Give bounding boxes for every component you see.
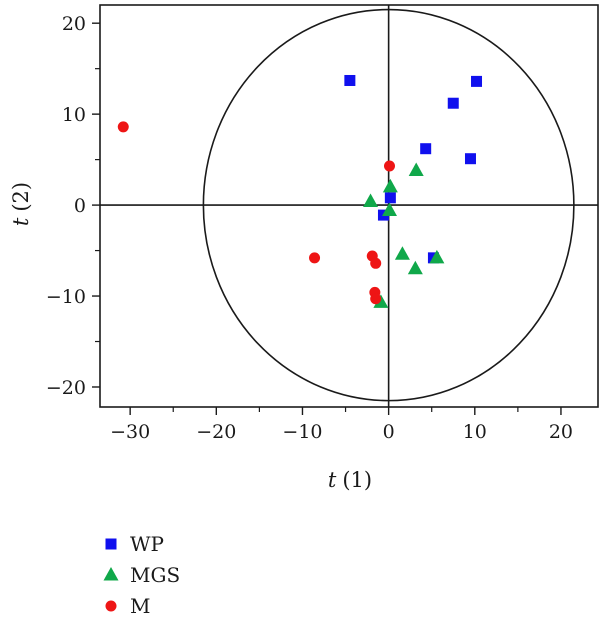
data-point-mgs xyxy=(382,178,398,193)
legend-marker-m xyxy=(105,600,117,612)
y-axis-label-var: t xyxy=(9,217,33,226)
data-point-mgs xyxy=(429,249,445,264)
plot-area xyxy=(100,5,598,407)
data-point-m xyxy=(309,252,321,264)
data-point-mgs xyxy=(381,202,397,217)
data-point-mgs xyxy=(394,246,410,260)
data-point-wp xyxy=(471,75,483,87)
data-markers xyxy=(117,74,483,308)
x-tick-label: 20 xyxy=(549,421,573,443)
y-axis-label-idx: (2) xyxy=(9,182,33,212)
plot-frame xyxy=(99,4,599,408)
legend-marker-wp xyxy=(105,538,117,550)
x-tick-label: −20 xyxy=(196,421,236,443)
legend-item-wp: WP xyxy=(105,532,164,556)
legend-item-m: M xyxy=(105,594,150,618)
legend-label-mgs: MGS xyxy=(130,563,180,587)
legend-item-mgs: MGS xyxy=(103,563,180,587)
y-tick-label: 0 xyxy=(74,195,86,217)
data-point-mgs xyxy=(363,193,379,207)
y-tick-label: 10 xyxy=(62,104,86,126)
data-point-wp xyxy=(420,143,432,155)
x-axis-label-var: t xyxy=(328,468,337,492)
axes: −30 −20 −10 0 10 20 −20 −10 0 10 20 xyxy=(46,4,599,443)
x-axis-label-idx: (1) xyxy=(342,468,372,492)
data-point-m xyxy=(370,257,382,269)
data-point-wp xyxy=(344,74,356,86)
data-point-wp xyxy=(384,192,396,204)
data-point-mgs xyxy=(408,162,424,177)
legend-marker-mgs xyxy=(103,567,119,581)
data-point-mgs xyxy=(373,294,389,308)
series-m xyxy=(117,121,395,305)
data-point-wp xyxy=(447,97,459,109)
data-point-wp xyxy=(464,153,476,165)
x-tick-label: −10 xyxy=(282,421,322,443)
legend-label-wp: WP xyxy=(130,532,164,556)
x-tick-label: −30 xyxy=(110,421,150,443)
x-tick-label: 10 xyxy=(463,421,487,443)
y-tick-label: −10 xyxy=(46,286,86,308)
x-tick-label: 0 xyxy=(383,421,395,443)
y-tick-label: 20 xyxy=(62,13,86,35)
data-point-mgs xyxy=(407,260,423,275)
legend-label-m: M xyxy=(130,594,150,618)
series-mgs xyxy=(363,162,445,308)
x-axis-label: t (1) xyxy=(328,468,372,492)
data-point-m xyxy=(383,160,395,172)
data-point-m xyxy=(370,293,382,305)
y-axis-label: t (2) xyxy=(9,182,33,226)
legend: WP MGS M xyxy=(103,532,180,618)
y-tick-label: −20 xyxy=(46,377,86,399)
data-point-m xyxy=(117,121,129,133)
